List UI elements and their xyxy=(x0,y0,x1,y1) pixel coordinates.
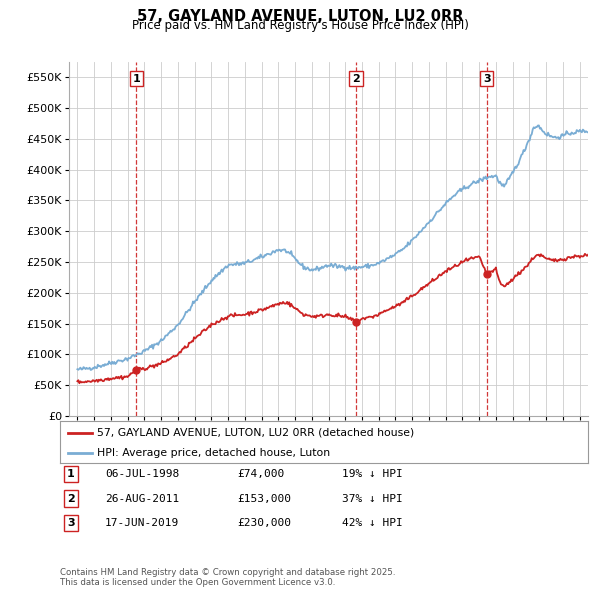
Text: Price paid vs. HM Land Registry's House Price Index (HPI): Price paid vs. HM Land Registry's House … xyxy=(131,19,469,32)
Text: 57, GAYLAND AVENUE, LUTON, LU2 0RR (detached house): 57, GAYLAND AVENUE, LUTON, LU2 0RR (deta… xyxy=(97,428,414,438)
Text: 26-AUG-2011: 26-AUG-2011 xyxy=(105,494,179,503)
Text: 2: 2 xyxy=(352,74,360,84)
Text: Contains HM Land Registry data © Crown copyright and database right 2025.
This d: Contains HM Land Registry data © Crown c… xyxy=(60,568,395,587)
Text: 3: 3 xyxy=(67,518,74,527)
Text: 37% ↓ HPI: 37% ↓ HPI xyxy=(342,494,403,503)
Text: 1: 1 xyxy=(67,470,74,479)
Text: 19% ↓ HPI: 19% ↓ HPI xyxy=(342,470,403,479)
Text: 06-JUL-1998: 06-JUL-1998 xyxy=(105,470,179,479)
Text: 17-JUN-2019: 17-JUN-2019 xyxy=(105,518,179,527)
Text: 57, GAYLAND AVENUE, LUTON, LU2 0RR: 57, GAYLAND AVENUE, LUTON, LU2 0RR xyxy=(137,9,463,24)
Text: £230,000: £230,000 xyxy=(237,518,291,527)
Text: £74,000: £74,000 xyxy=(237,470,284,479)
Text: 1: 1 xyxy=(133,74,140,84)
Text: 42% ↓ HPI: 42% ↓ HPI xyxy=(342,518,403,527)
Text: 3: 3 xyxy=(483,74,491,84)
Text: HPI: Average price, detached house, Luton: HPI: Average price, detached house, Luto… xyxy=(97,448,330,457)
Text: £153,000: £153,000 xyxy=(237,494,291,503)
Text: 2: 2 xyxy=(67,494,74,503)
